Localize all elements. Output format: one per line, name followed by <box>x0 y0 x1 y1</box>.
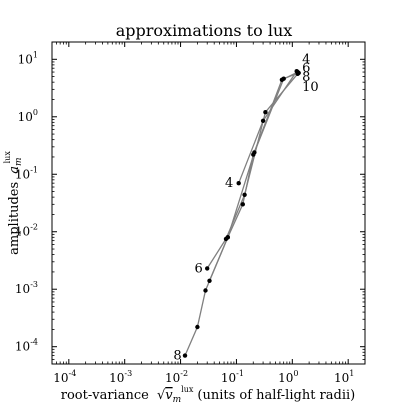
series-label: 8 <box>302 70 310 85</box>
series-line-4 <box>238 70 298 184</box>
data-point-6 <box>205 266 210 271</box>
y-tick-label: 101 <box>18 50 38 66</box>
data-point-8 <box>240 202 245 207</box>
data-point-4 <box>236 181 241 186</box>
y-axis-label-sub: m <box>14 157 24 166</box>
y-axis-label-a: a <box>7 166 22 174</box>
series-line-10 <box>208 72 299 282</box>
y-tick-label: 100 <box>18 108 38 124</box>
y-axis-label-prefix: amplitudes <box>7 182 22 255</box>
x-axis-label-v: v <box>165 388 173 403</box>
x-tick-label: 10-2 <box>165 369 188 385</box>
y-tick-label: 10-2 <box>15 223 38 239</box>
y-tick-label: 10-1 <box>15 165 38 181</box>
y-tick-label: 10-3 <box>15 280 38 296</box>
x-tick-label: 10-4 <box>53 369 76 385</box>
x-axis-label: root-variance √vmlux (units of half-light… <box>61 385 355 405</box>
series-label: 6 <box>302 61 310 76</box>
x-axis-label-sup: lux <box>181 385 194 394</box>
data-point-10 <box>281 76 286 81</box>
axis-ticks: 10-4 10-3 10-2 10-1 100 101 10-4 10-3 10-2 10-1 10… <box>15 42 365 385</box>
x-tick-label: 10-1 <box>221 369 244 385</box>
data-point-8 <box>203 288 208 293</box>
data-point-10 <box>296 70 301 76</box>
x-tick-label: 101 <box>334 369 354 385</box>
series-label: 4 <box>302 52 310 67</box>
series-line-6 <box>206 73 299 269</box>
x-tick-label: 100 <box>278 369 298 385</box>
series-label: 10 <box>302 80 319 95</box>
data-point-10 <box>225 235 230 240</box>
chart-title: approximations to lux <box>116 21 293 40</box>
data-point-6 <box>263 110 268 115</box>
x-axis-label-sub: m <box>173 395 182 405</box>
x-axis-label-prefix: root-variance <box>61 388 149 403</box>
series-lines <box>184 70 299 356</box>
y-axis-label-sup: lux <box>3 151 12 164</box>
series-line-8 <box>184 71 298 356</box>
series-markers <box>182 69 301 358</box>
y-tick-label: 10-4 <box>15 338 38 354</box>
data-point-10 <box>207 278 212 283</box>
data-point-8 <box>195 324 200 330</box>
data-point-8 <box>182 353 188 358</box>
series-label: 4 <box>225 176 233 191</box>
plot-frame <box>51 41 366 365</box>
series-label: 8 <box>173 349 181 364</box>
data-point-4 <box>260 118 266 124</box>
data-point-6 <box>242 192 247 197</box>
y-axis-label: amplitudes amlux <box>3 151 24 255</box>
x-tick-label: 10-3 <box>109 369 132 385</box>
x-axis-label-suffix: (units of half-light radii) <box>197 388 355 403</box>
data-point-10 <box>252 150 257 155</box>
series-label: 6 <box>195 261 203 276</box>
